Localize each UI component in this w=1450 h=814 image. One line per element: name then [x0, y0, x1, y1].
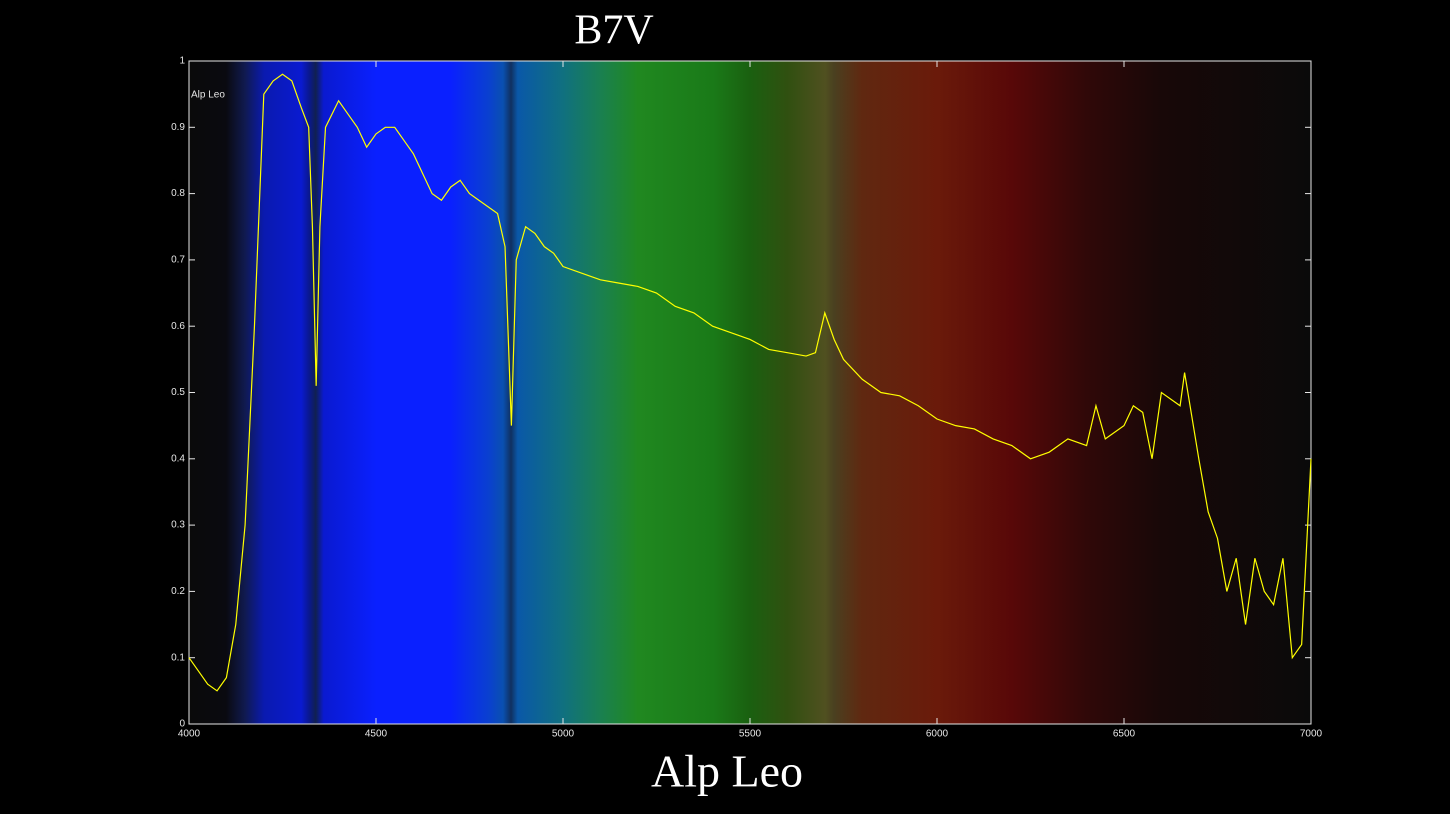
- x-tick-label: 5000: [552, 729, 575, 740]
- y-tick-label: 0.3: [171, 520, 185, 531]
- x-tick-label: 6500: [1113, 729, 1136, 740]
- chart-title: B7V: [574, 8, 653, 54]
- y-tick-label: 0.1: [171, 652, 185, 663]
- y-tick-label: 0.5: [171, 387, 185, 398]
- y-tick-label: 0.9: [171, 122, 185, 133]
- y-tick-label: 0: [179, 719, 185, 730]
- y-tick-label: 0.6: [171, 321, 185, 332]
- x-axis-label: Alp Leo: [651, 746, 803, 797]
- y-tick-label: 0.8: [171, 188, 185, 199]
- plot-background: [189, 61, 1311, 724]
- y-tick-label: 1: [179, 56, 185, 67]
- x-tick-label: 6000: [926, 729, 949, 740]
- x-tick-label: 5500: [739, 729, 762, 740]
- y-tick-label: 0.7: [171, 255, 185, 266]
- y-tick-label: 0.4: [171, 453, 185, 464]
- spectrum-line: [188, 73, 1312, 692]
- y-tick-label: 0.2: [171, 586, 185, 597]
- x-tick-label: 7000: [1300, 729, 1323, 740]
- x-tick-label: 4500: [365, 729, 388, 740]
- x-tick-label: 4000: [178, 729, 201, 740]
- legend-label: Alp Leo: [191, 90, 225, 101]
